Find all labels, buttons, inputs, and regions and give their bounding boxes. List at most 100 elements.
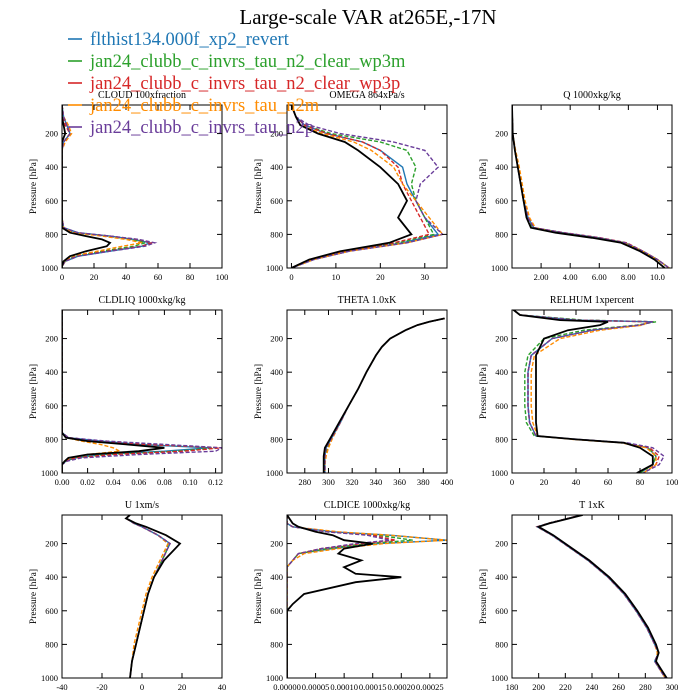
- panel-title: THETA 1.0xK: [338, 295, 397, 306]
- x-tick-label: 4.00: [563, 272, 578, 282]
- y-axis-label: Pressure [hPa]: [479, 364, 489, 419]
- x-tick-label: 180: [506, 682, 519, 692]
- y-tick-label: 400: [495, 572, 508, 582]
- x-tick-label: 400: [441, 477, 454, 487]
- x-tick-label: 80: [186, 272, 195, 282]
- legend-label: jan24_clubb_c_invrs_tau_n2p: [89, 118, 314, 138]
- series-group: [513, 310, 665, 473]
- panel-title: U 1xm/s: [125, 500, 159, 511]
- y-tick-label: 600: [495, 401, 508, 411]
- y-tick-label: 800: [270, 229, 283, 239]
- y-axis-label: Pressure [hPa]: [29, 159, 39, 214]
- x-tick-label: 2.00: [534, 272, 549, 282]
- series-line-2: [324, 317, 445, 473]
- y-tick-label: 400: [45, 162, 58, 172]
- x-tick-label: 10: [332, 272, 341, 282]
- panel-6: U 1xm/s 200 400 600 800 1000-40 -20 0 20 40 Pressu…: [29, 500, 226, 692]
- x-tick-label: 260: [612, 682, 625, 692]
- series-line-0: [512, 105, 670, 268]
- y-axis-label: Pressure [hPa]: [254, 364, 264, 419]
- series-line-3: [513, 310, 657, 473]
- y-tick-label: 400: [495, 162, 508, 172]
- series-line-2: [512, 105, 670, 268]
- panel-4: THETA 1.0xK 200 400 600 800 1000 280 300 320 340 3…: [254, 295, 453, 487]
- x-tick-label: 20: [376, 272, 385, 282]
- y-tick-label: 1000: [266, 468, 283, 478]
- plot-frame: [286, 514, 448, 679]
- series-line-5: [536, 515, 668, 678]
- plot-frame: [511, 514, 673, 679]
- y-tick-label: 600: [45, 196, 58, 206]
- series-line-5: [124, 515, 182, 678]
- series-line-5: [512, 105, 666, 268]
- x-tick-label: 0.12: [208, 477, 223, 487]
- panel-1: OMEGA 864xPa/s 200 400 600 800 1000 0 10 20 30 Pre…: [254, 90, 448, 282]
- series-line-3: [124, 515, 169, 678]
- x-tick-label: 40: [572, 477, 581, 487]
- series-line-5: [287, 515, 402, 678]
- x-tick-label: 300: [666, 682, 679, 692]
- y-tick-label: 200: [270, 334, 283, 344]
- panel-title: T 1xK: [579, 500, 605, 511]
- series-line-1: [324, 317, 445, 473]
- y-tick-label: 400: [45, 572, 58, 582]
- y-tick-label: 600: [45, 401, 58, 411]
- y-tick-label: 600: [45, 606, 58, 616]
- x-tick-label: 30: [421, 272, 430, 282]
- x-tick-label: 200: [532, 682, 545, 692]
- y-tick-label: 400: [45, 367, 58, 377]
- x-tick-label: 0: [289, 272, 293, 282]
- series-group: [124, 515, 182, 678]
- series-line-0: [287, 515, 447, 678]
- y-tick-label: 600: [495, 606, 508, 616]
- x-tick-label: 0.00025: [416, 682, 444, 692]
- y-tick-label: 200: [495, 539, 508, 549]
- y-tick-label: 800: [495, 639, 508, 649]
- x-tick-label: 0: [510, 477, 514, 487]
- x-tick-label: 20: [540, 477, 549, 487]
- y-axis-label: Pressure [hPa]: [29, 569, 39, 624]
- series-line-3: [287, 515, 447, 678]
- y-tick-label: 200: [495, 334, 508, 344]
- y-tick-label: 1000: [41, 263, 58, 273]
- x-tick-label: 320: [346, 477, 359, 487]
- x-tick-label: 0.00010: [330, 682, 358, 692]
- series-line-4: [324, 317, 445, 473]
- x-tick-label: 280: [639, 682, 652, 692]
- y-axis-label: Pressure [hPa]: [479, 569, 489, 624]
- y-tick-label: 1000: [491, 468, 508, 478]
- y-tick-label: 1000: [41, 673, 58, 683]
- y-tick-label: 800: [270, 434, 283, 444]
- y-tick-label: 200: [495, 129, 508, 139]
- panel-title: OMEGA 864xPa/s: [329, 90, 404, 101]
- series-line-5: [513, 310, 654, 473]
- x-tick-label: 10.0: [650, 272, 665, 282]
- series-line-4: [290, 105, 445, 268]
- panel-title: CLDICE 1000xkg/kg: [324, 500, 410, 511]
- y-tick-label: 800: [45, 639, 58, 649]
- y-tick-label: 200: [270, 539, 283, 549]
- y-tick-label: 600: [270, 606, 283, 616]
- series-group: [62, 105, 158, 268]
- x-tick-label: 380: [417, 477, 430, 487]
- y-tick-label: 800: [45, 229, 58, 239]
- legend-label: flthist134.000f_xp2_revert: [90, 30, 290, 50]
- series-line-2: [535, 515, 666, 678]
- x-tick-label: 40: [122, 272, 131, 282]
- y-tick-label: 600: [270, 196, 283, 206]
- x-tick-label: 0.06: [131, 477, 146, 487]
- x-tick-label: 300: [322, 477, 335, 487]
- panel-title: RELHUM 1xpercent: [550, 295, 634, 306]
- series-group: [512, 105, 670, 268]
- series-line-3: [535, 515, 666, 678]
- x-tick-label: 0.10: [183, 477, 198, 487]
- series-group: [535, 515, 668, 678]
- plot-frame: [61, 514, 223, 679]
- series-line-0: [324, 317, 445, 473]
- series-line-3: [512, 105, 670, 268]
- x-tick-label: 80: [636, 477, 645, 487]
- x-tick-label: 0.00005: [302, 682, 330, 692]
